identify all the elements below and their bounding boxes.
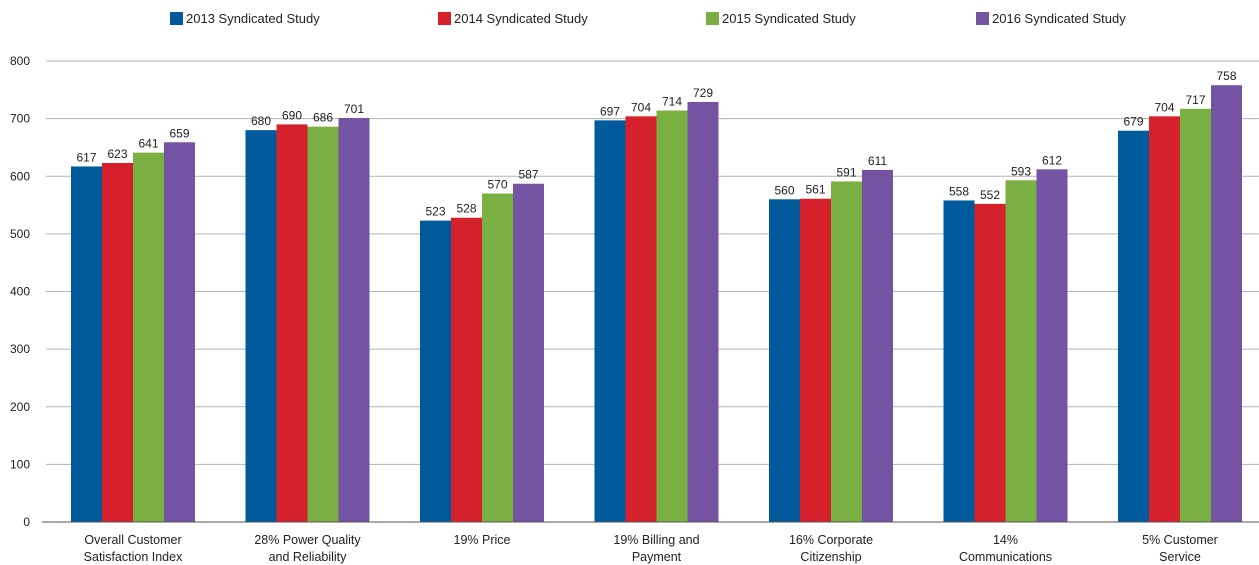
bar-1-6 bbox=[1149, 116, 1180, 522]
legend-label-2013: 2013 Syndicated Study bbox=[186, 11, 320, 26]
bar-3-2 bbox=[513, 183, 544, 522]
bar-3-0 bbox=[164, 142, 195, 522]
data-label-0-4: 560 bbox=[774, 183, 794, 197]
data-labels: 617 623 641 659 680 690 686 701 523 528 570 587 697 7… bbox=[76, 69, 1236, 218]
y-tick-label-600: 600 bbox=[10, 169, 30, 183]
data-label-3-5: 612 bbox=[1042, 153, 1062, 167]
bar-0-4 bbox=[769, 199, 800, 523]
legend-item-2014: 2014 Syndicated Study bbox=[438, 11, 588, 26]
y-tick-label-0: 0 bbox=[23, 515, 30, 529]
x-category-label-1-1: and Reliability bbox=[269, 550, 348, 564]
data-label-3-0: 659 bbox=[169, 126, 189, 140]
bar-0-2 bbox=[420, 220, 451, 522]
legend-label-2016: 2016 Syndicated Study bbox=[992, 11, 1126, 26]
x-category-label-0-0: Overall Customer bbox=[84, 533, 181, 547]
bar-3-1 bbox=[338, 118, 370, 522]
data-label-1-5: 552 bbox=[980, 188, 1000, 202]
bar-2-3 bbox=[656, 110, 688, 523]
bar-2-2 bbox=[482, 193, 513, 522]
bar-1-1 bbox=[276, 124, 308, 522]
data-label-2-3: 714 bbox=[662, 95, 682, 109]
bar-2-0 bbox=[133, 152, 164, 522]
data-label-3-2: 587 bbox=[518, 168, 538, 182]
data-label-0-3: 697 bbox=[600, 104, 620, 118]
data-label-1-1: 690 bbox=[282, 108, 302, 122]
bar-0-1 bbox=[245, 130, 277, 522]
data-label-3-6: 758 bbox=[1216, 69, 1236, 83]
y-axis: 0 100 200 300 400 500 600 700 800 bbox=[10, 54, 30, 529]
data-label-1-2: 528 bbox=[456, 202, 476, 216]
bar-3-5 bbox=[1036, 169, 1068, 522]
y-tick-label-500: 500 bbox=[10, 227, 30, 241]
bar-0-0 bbox=[71, 166, 102, 523]
data-label-2-4: 591 bbox=[836, 165, 856, 179]
legend-swatch-2013 bbox=[170, 12, 183, 25]
x-category-label-5-1: Communications bbox=[959, 550, 1052, 564]
data-label-2-2: 570 bbox=[487, 178, 507, 192]
legend-item-2013: 2013 Syndicated Study bbox=[170, 11, 320, 26]
data-label-2-6: 717 bbox=[1185, 93, 1205, 107]
data-label-1-0: 623 bbox=[107, 147, 127, 161]
bar-1-3 bbox=[625, 116, 657, 522]
bar-2-1 bbox=[307, 126, 339, 522]
x-category-label-6-1: Service bbox=[1159, 550, 1201, 564]
x-category-label-6-0: 5% Customer bbox=[1142, 533, 1218, 547]
data-label-2-1: 686 bbox=[313, 111, 333, 125]
bar-2-4 bbox=[831, 181, 862, 522]
y-tick-label-300: 300 bbox=[10, 342, 30, 356]
data-label-2-0: 641 bbox=[138, 137, 158, 151]
data-label-0-0: 617 bbox=[76, 150, 96, 164]
y-tick-label-800: 800 bbox=[10, 54, 30, 68]
x-category-label-4-0: 16% Corporate bbox=[789, 533, 873, 547]
bar-2-6 bbox=[1180, 108, 1211, 523]
y-tick-label-400: 400 bbox=[10, 285, 30, 299]
bar-3-4 bbox=[862, 169, 893, 522]
legend-swatch-2016 bbox=[976, 12, 989, 25]
x-axis: Overall Customer Satisfaction Index 28% Po… bbox=[42, 521, 1259, 564]
data-label-1-3: 704 bbox=[631, 100, 651, 114]
legend-item-2015: 2015 Syndicated Study bbox=[706, 11, 856, 26]
x-category-label-4-1: Citizenship bbox=[800, 550, 861, 564]
data-label-1-4: 561 bbox=[805, 183, 825, 197]
data-label-3-4: 611 bbox=[868, 154, 887, 168]
legend: 2013 Syndicated Study 2014 Syndicated St… bbox=[0, 11, 1259, 29]
data-label-2-5: 593 bbox=[1011, 164, 1031, 178]
x-category-label-1-0: 28% Power Quality bbox=[254, 533, 361, 547]
y-tick-label-100: 100 bbox=[10, 457, 30, 471]
legend-swatch-2015 bbox=[706, 12, 719, 25]
bar-1-0 bbox=[102, 162, 133, 522]
data-label-3-1: 701 bbox=[344, 102, 364, 116]
bar-0-5 bbox=[943, 200, 975, 522]
legend-swatch-2014 bbox=[438, 12, 451, 25]
data-label-0-6: 679 bbox=[1123, 115, 1143, 129]
bar-3-3 bbox=[687, 101, 719, 522]
x-category-label-2-0: 19% Price bbox=[454, 533, 511, 547]
bar-1-5 bbox=[974, 203, 1006, 522]
data-label-3-3: 729 bbox=[693, 86, 713, 100]
x-category-label-0-1: Satisfaction Index bbox=[84, 550, 183, 564]
legend-item-2016: 2016 Syndicated Study bbox=[976, 11, 1126, 26]
legend-label-2014: 2014 Syndicated Study bbox=[454, 11, 588, 26]
x-category-label-5-0: 14% bbox=[993, 533, 1018, 547]
bar-1-4 bbox=[800, 198, 831, 522]
data-label-0-5: 558 bbox=[949, 184, 969, 198]
y-tick-label-200: 200 bbox=[10, 400, 30, 414]
bars bbox=[71, 85, 1242, 523]
data-label-0-1: 680 bbox=[251, 114, 271, 128]
bar-1-2 bbox=[451, 217, 482, 523]
bar-0-6 bbox=[1118, 130, 1149, 522]
x-category-label-3-0: 19% Billing and bbox=[613, 533, 699, 547]
bar-0-3 bbox=[594, 120, 626, 522]
bar-2-5 bbox=[1005, 180, 1037, 522]
y-tick-label-700: 700 bbox=[10, 112, 30, 126]
data-label-0-2: 523 bbox=[425, 205, 445, 219]
x-category-label-3-1: Payment bbox=[632, 550, 682, 564]
legend-label-2015: 2015 Syndicated Study bbox=[722, 11, 856, 26]
data-label-1-6: 704 bbox=[1154, 100, 1174, 114]
bar-3-6 bbox=[1211, 85, 1242, 522]
